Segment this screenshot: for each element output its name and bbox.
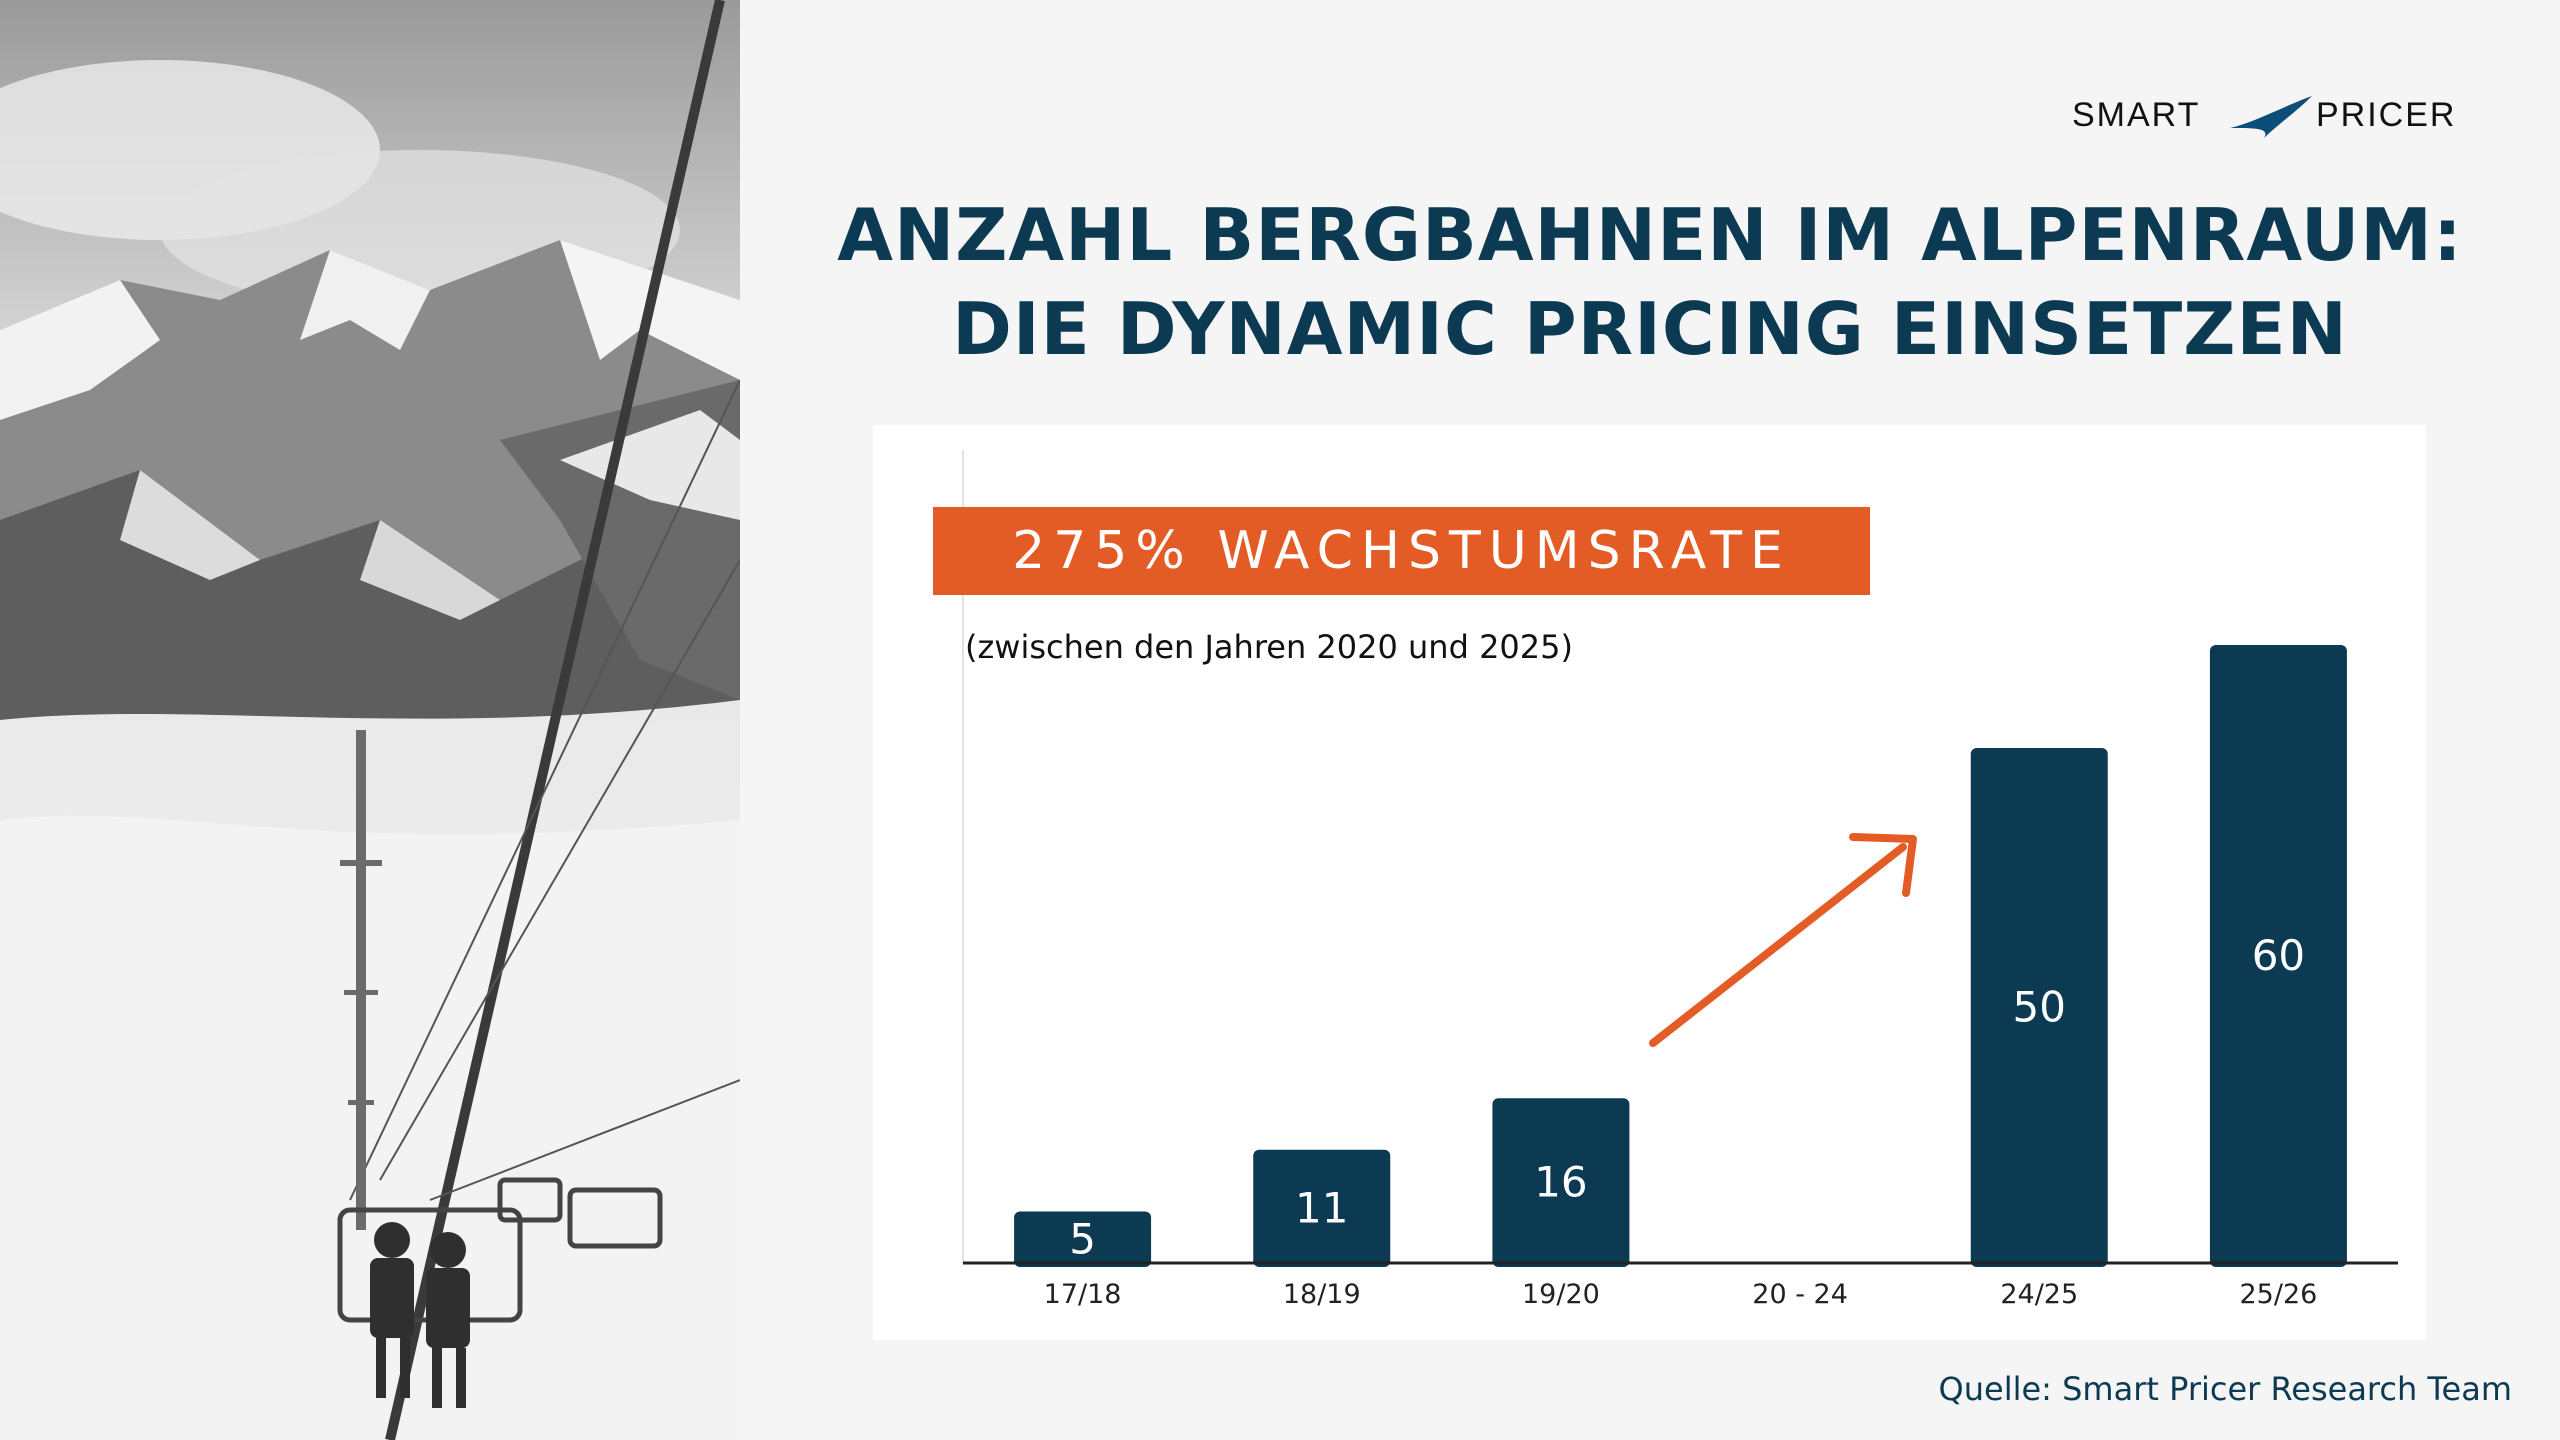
bar-value-label: 60 bbox=[2252, 931, 2305, 980]
smart-pricer-logo: SMART PRICER bbox=[2070, 92, 2480, 142]
brand-word-pricer: PRICER bbox=[2316, 96, 2457, 134]
page-title-line-1: ANZAHL BERGBAHNEN IM ALPENRAUM: bbox=[837, 193, 2463, 277]
x-tick-label: 19/20 bbox=[1522, 1279, 1600, 1310]
growth-arrow-icon bbox=[1649, 833, 1917, 1047]
x-tick-label: 17/18 bbox=[1044, 1279, 1122, 1310]
brand-word-smart: SMART bbox=[2072, 96, 2201, 134]
source-note: Quelle: Smart Pricer Research Team bbox=[1938, 1370, 2512, 1408]
page-title-line-2: DIE DYNAMIC PRICING EINSETZEN bbox=[952, 287, 2348, 371]
ski-lift-photo bbox=[0, 0, 740, 1440]
page-title: ANZAHL BERGBAHNEN IM ALPENRAUM: DIE DYNA… bbox=[760, 188, 2540, 376]
x-tick-label: 24/25 bbox=[2000, 1279, 2078, 1310]
bar-value-label: 11 bbox=[1295, 1183, 1348, 1232]
bar-19-20 bbox=[1492, 1098, 1630, 1267]
mountain-illustration bbox=[0, 0, 740, 1440]
growth-rate-note: (zwischen den Jahren 2020 und 2025) bbox=[965, 628, 1573, 666]
x-tick-label: 25/26 bbox=[2240, 1279, 2318, 1310]
bar-value-label: 5 bbox=[1069, 1214, 1096, 1263]
x-tick-label: 18/19 bbox=[1283, 1279, 1361, 1310]
growth-rate-badge: 275% WACHSTUMSRATE bbox=[933, 507, 1870, 595]
bar-value-label: 16 bbox=[1534, 1158, 1587, 1207]
brand-swoosh-icon bbox=[2230, 96, 2312, 138]
bar-value-label: 50 bbox=[2013, 983, 2066, 1032]
chart-card: 5 17/18 11 18/19 16 19/20 20 - 24 50 24/25 60 25/2… bbox=[873, 425, 2426, 1340]
x-tick-label: 20 - 24 bbox=[1752, 1279, 1848, 1310]
bar-18-19 bbox=[1253, 1149, 1391, 1267]
bar-chart: 5 17/18 11 18/19 16 19/20 20 - 24 50 24/25 60 25/2… bbox=[962, 450, 2398, 1310]
bar-25-26 bbox=[2209, 645, 2347, 1267]
bar-24-25 bbox=[1970, 748, 2108, 1267]
bar-17-18 bbox=[1014, 1211, 1152, 1267]
